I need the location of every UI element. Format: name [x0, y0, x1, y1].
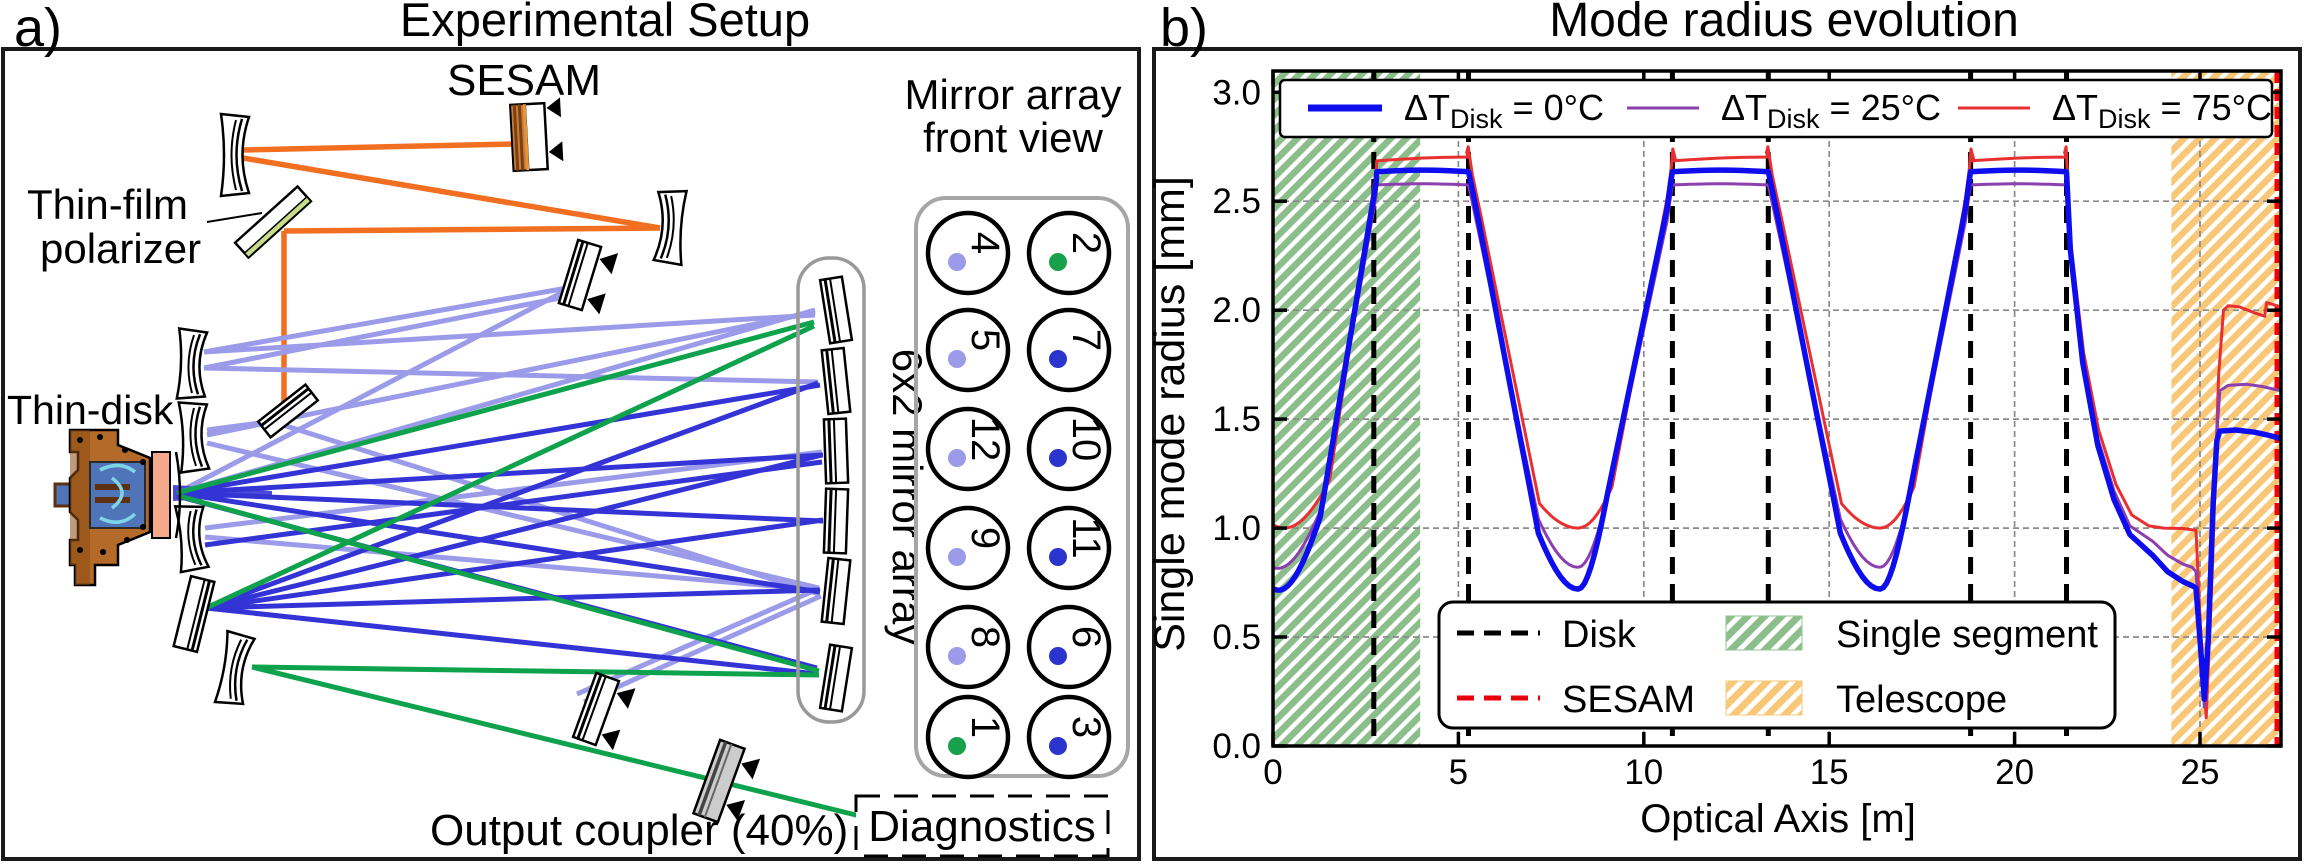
svg-text:polarizer: polarizer — [40, 225, 201, 272]
svg-text:20: 20 — [1995, 753, 2034, 792]
svg-text:5: 5 — [963, 329, 1007, 351]
svg-text:0.5: 0.5 — [1212, 618, 1261, 657]
svg-text:a): a) — [14, 0, 62, 58]
svg-text:11: 11 — [1064, 517, 1108, 559]
svg-text:2.0: 2.0 — [1212, 291, 1261, 330]
svg-text:Mirror array: Mirror array — [905, 71, 1122, 118]
svg-text:5: 5 — [1449, 753, 1468, 792]
svg-text:Single mode radius [mm]: Single mode radius [mm] — [1146, 176, 1194, 652]
svg-text:0.0: 0.0 — [1212, 727, 1261, 766]
svg-text:3: 3 — [1064, 716, 1108, 738]
svg-text:SESAM: SESAM — [1562, 679, 1695, 721]
svg-text:ΔTDisk = 0°C: ΔTDisk = 0°C — [1404, 87, 1604, 134]
svg-text:Thin-film: Thin-film — [27, 181, 188, 228]
svg-text:Thin-disk: Thin-disk — [7, 387, 174, 433]
svg-text:Output coupler (40%): Output coupler (40%) — [430, 806, 848, 855]
svg-text:0: 0 — [1263, 753, 1282, 792]
svg-text:8: 8 — [963, 626, 1007, 648]
svg-text:ΔTDisk = 75°C: ΔTDisk = 75°C — [2052, 87, 2272, 134]
svg-text:25: 25 — [2181, 753, 2220, 792]
svg-text:10: 10 — [1624, 753, 1663, 792]
svg-text:Telescope: Telescope — [1836, 679, 2007, 721]
svg-text:Diagnostics: Diagnostics — [868, 802, 1095, 851]
svg-text:Single segment: Single segment — [1836, 614, 2098, 656]
svg-text:12: 12 — [963, 417, 1007, 462]
svg-text:Optical Axis [m]: Optical Axis [m] — [1640, 797, 1916, 841]
svg-text:Experimental Setup: Experimental Setup — [400, 0, 810, 46]
svg-text:front view: front view — [923, 114, 1103, 161]
svg-text:6x2 mirror array: 6x2 mirror array — [884, 349, 931, 645]
svg-text:1.0: 1.0 — [1212, 509, 1261, 548]
svg-text:7: 7 — [1064, 329, 1108, 351]
svg-text:1.5: 1.5 — [1212, 400, 1261, 439]
svg-text:Disk: Disk — [1562, 614, 1637, 656]
svg-text:10: 10 — [1064, 417, 1108, 462]
svg-text:2: 2 — [1064, 232, 1108, 254]
svg-text:b): b) — [1160, 0, 1208, 58]
svg-text:ΔTDisk = 25°C: ΔTDisk = 25°C — [1721, 87, 1941, 134]
svg-text:15: 15 — [1810, 753, 1849, 792]
svg-text:4: 4 — [963, 232, 1007, 254]
svg-text:6: 6 — [1064, 626, 1108, 648]
svg-text:3.0: 3.0 — [1212, 73, 1261, 112]
svg-text:9: 9 — [963, 527, 1007, 549]
svg-text:2.5: 2.5 — [1212, 182, 1261, 221]
svg-text:1: 1 — [963, 716, 1007, 738]
svg-text:SESAM: SESAM — [447, 56, 601, 105]
svg-text:Mode radius evolution: Mode radius evolution — [1549, 0, 2019, 47]
